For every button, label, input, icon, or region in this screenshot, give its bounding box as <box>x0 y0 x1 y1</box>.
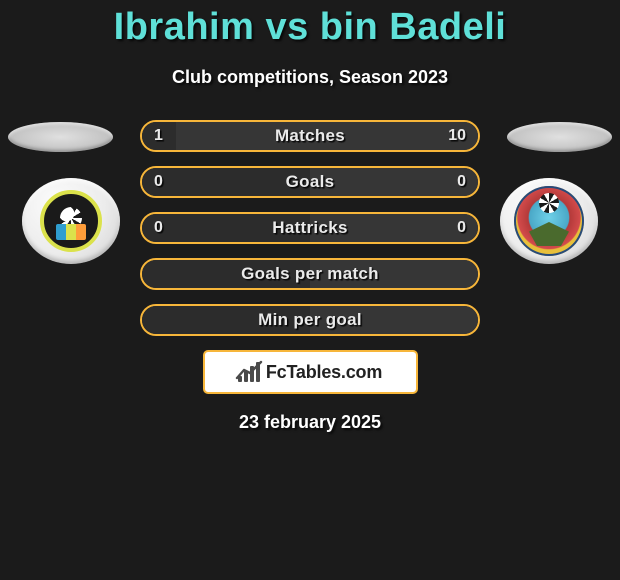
barchart-icon <box>238 362 262 382</box>
brand-text: FcTables.com <box>266 362 382 383</box>
stat-row-min-per-goal: Min per goal <box>140 304 480 336</box>
stat-label: Goals per match <box>142 264 478 284</box>
stat-row-matches: 1 Matches 10 <box>140 120 480 152</box>
stat-label: Matches <box>142 126 478 146</box>
stat-row-hattricks: 0 Hattricks 0 <box>140 212 480 244</box>
stat-row-goals: 0 Goals 0 <box>140 166 480 198</box>
stat-label: Goals <box>142 172 478 192</box>
subtitle: Club competitions, Season 2023 <box>0 67 620 88</box>
stat-value-right: 10 <box>448 127 466 145</box>
date-line: 23 february 2025 <box>0 412 620 433</box>
stats-area: 1 Matches 10 0 Goals 0 0 Hattricks 0 Goa… <box>0 120 620 433</box>
brand-box[interactable]: FcTables.com <box>203 350 418 394</box>
stat-value-right: 0 <box>457 219 466 237</box>
page-title: Ibrahim vs bin Badeli <box>0 0 620 49</box>
stat-label: Min per goal <box>142 310 478 330</box>
stat-label: Hattricks <box>142 218 478 238</box>
stat-row-goals-per-match: Goals per match <box>140 258 480 290</box>
stat-value-right: 0 <box>457 173 466 191</box>
